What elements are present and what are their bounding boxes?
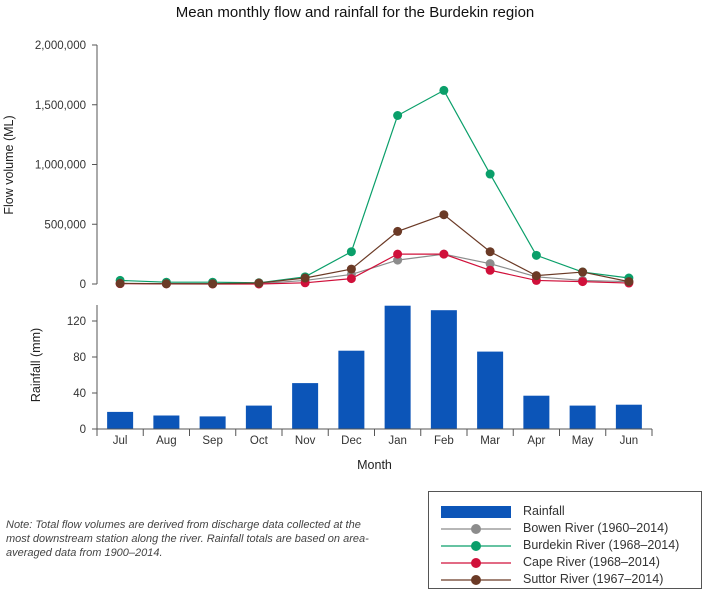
series-point-suttor: [485, 247, 495, 257]
legend-swatch-bowen: [441, 523, 511, 535]
rainfall-bar: [107, 411, 134, 429]
x-tick-label: Jun: [620, 435, 639, 447]
series-line-suttor: [120, 214, 629, 285]
legend-label-rainfall: Rainfall: [523, 504, 565, 518]
legend-item-burdekin: Burdekin River (1968–2014): [429, 538, 701, 554]
chart-note: Note: Total flow volumes are derived fro…: [6, 519, 369, 559]
x-tick-label: Feb: [434, 435, 454, 447]
rain-y-tick-label: 0: [80, 424, 86, 436]
rain-y-tick-label: 80: [73, 352, 86, 364]
rainfall-bar: [523, 395, 550, 429]
series-point-suttor: [393, 226, 403, 236]
flow-y-tick-label: 1,000,000: [35, 160, 86, 172]
series-point-cape: [346, 274, 356, 284]
series-point-burdekin: [531, 250, 541, 260]
x-tick-label: Nov: [295, 435, 316, 447]
rain-y-tick-label: 40: [73, 388, 86, 400]
series-point-burdekin: [393, 111, 403, 121]
chart-title: Mean monthly flow and rainfall for the B…: [176, 4, 535, 21]
x-axis-label: Month: [357, 458, 392, 472]
x-tick-label: Aug: [156, 435, 176, 447]
series-point-suttor: [208, 279, 218, 289]
flow-y-tick-label: 1,500,000: [35, 100, 86, 112]
x-tick-label: Oct: [250, 435, 269, 447]
x-tick-label: Apr: [527, 435, 545, 447]
flow-y-tick-label: 0: [80, 279, 86, 291]
legend-label-suttor: Suttor River (1967–2014): [523, 572, 664, 586]
series-point-cape: [578, 277, 588, 287]
legend-swatch-cape: [441, 557, 511, 569]
legend-label-bowen: Bowen River (1960–2014): [523, 521, 669, 535]
legend-label-burdekin: Burdekin River (1968–2014): [523, 538, 680, 552]
rainfall-bar: [292, 383, 319, 429]
x-tick-label: Jan: [388, 435, 407, 447]
series-line-burdekin: [120, 89, 629, 284]
legend-item-bowen: Bowen River (1960–2014): [429, 521, 701, 537]
legend-swatch-suttor: [441, 574, 511, 586]
series-point-suttor: [254, 278, 264, 288]
x-tick-label: May: [572, 435, 594, 447]
legend-item-rainfall: Rainfall: [429, 504, 701, 520]
rainfall-bar: [153, 415, 180, 429]
series-point-burdekin: [346, 247, 356, 257]
rainfall-bar: [569, 405, 596, 429]
rainfall-bar: [430, 310, 457, 429]
series-point-suttor: [300, 273, 310, 283]
rainfall-bar: [245, 405, 272, 429]
series-point-suttor: [439, 210, 449, 220]
series-point-suttor: [161, 279, 171, 289]
rainfall-bar: [384, 305, 411, 429]
series-point-cape: [485, 265, 495, 275]
legend-swatch-burdekin: [441, 540, 511, 552]
rain-y-axis-label: Rainfall (mm): [29, 328, 43, 402]
legend-item-suttor: Suttor River (1967–2014): [429, 572, 701, 588]
flow-y-tick-label: 2,000,000: [35, 40, 86, 52]
rainfall-bar: [477, 351, 504, 429]
rain-y-tick-label: 120: [67, 316, 86, 328]
flow-y-axis-label: Flow volume (ML): [2, 115, 16, 214]
x-tick-label: Dec: [341, 435, 362, 447]
series-point-suttor: [115, 278, 125, 288]
series-point-suttor: [624, 277, 634, 287]
series-point-bowen: [485, 259, 495, 269]
series-point-suttor: [531, 271, 541, 281]
x-tick-label: Sep: [202, 435, 222, 447]
legend-item-cape: Cape River (1968–2014): [429, 555, 701, 571]
x-tick-label: Mar: [480, 435, 500, 447]
flow-y-tick-label: 500,000: [44, 219, 86, 231]
series-point-burdekin: [439, 85, 449, 95]
legend-swatch-rainfall: [441, 506, 511, 518]
legend-label-cape: Cape River (1968–2014): [523, 555, 660, 569]
series-point-burdekin: [485, 169, 495, 179]
series-point-suttor: [578, 267, 588, 277]
series-point-suttor: [346, 264, 356, 274]
rainfall-bar: [199, 416, 226, 429]
chart-legend: Rainfall Bowen River (1960–2014) Burdeki…: [428, 491, 702, 589]
series-line-bowen: [120, 253, 629, 285]
series-point-cape: [439, 249, 449, 259]
x-tick-label: Jul: [113, 435, 128, 447]
rainfall-bar: [615, 404, 642, 429]
series-line-cape: [120, 253, 629, 285]
rainfall-bar: [338, 350, 365, 429]
series-point-cape: [393, 249, 403, 259]
